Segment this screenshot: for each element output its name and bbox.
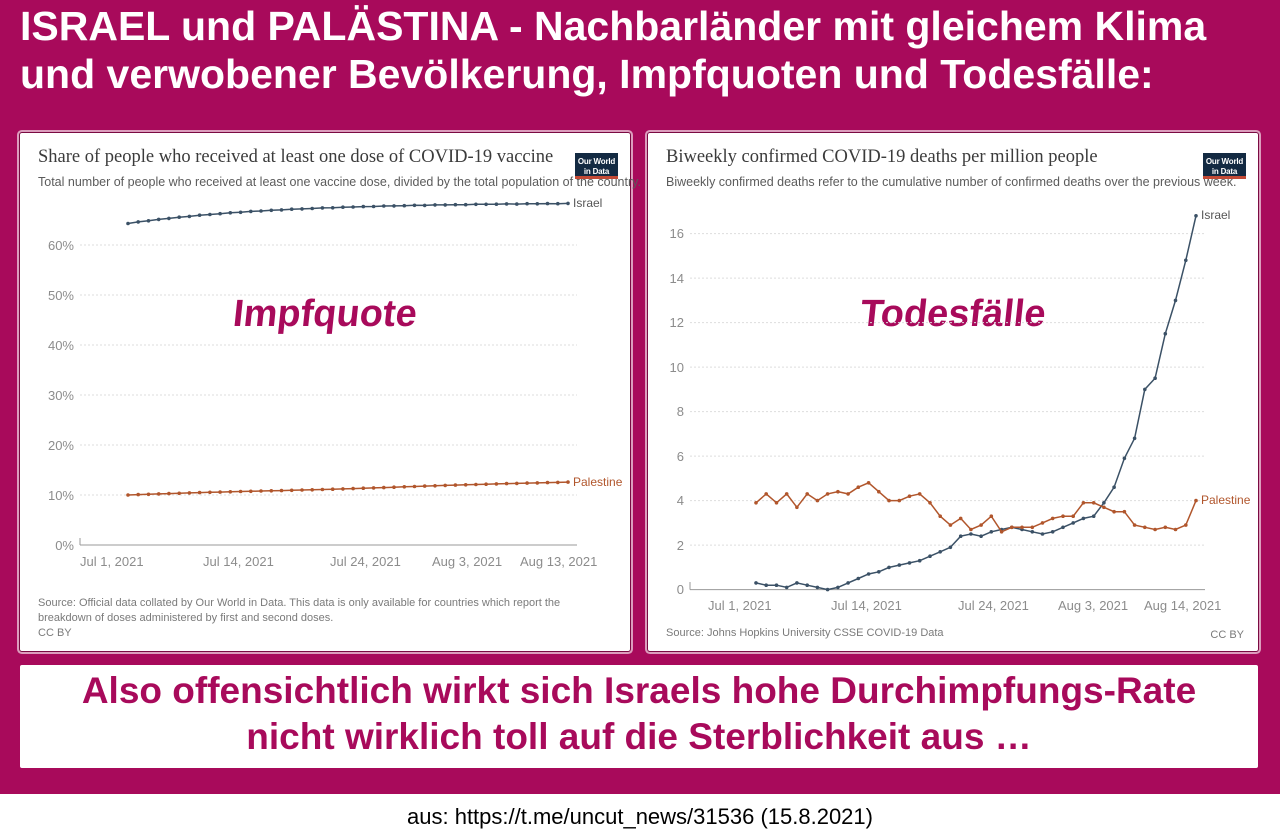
svg-text:Israel: Israel xyxy=(573,196,602,210)
svg-text:0%: 0% xyxy=(55,538,74,553)
svg-text:14: 14 xyxy=(670,271,684,286)
svg-text:Jul 24, 2021: Jul 24, 2021 xyxy=(330,554,401,569)
svg-text:40%: 40% xyxy=(48,338,74,353)
svg-text:Palestine: Palestine xyxy=(573,475,623,489)
svg-text:12: 12 xyxy=(670,315,684,330)
svg-text:Aug 3, 2021: Aug 3, 2021 xyxy=(1058,598,1128,613)
svg-text:Aug 13, 2021: Aug 13, 2021 xyxy=(520,554,597,569)
svg-text:10: 10 xyxy=(670,360,684,375)
svg-text:Jul 1, 2021: Jul 1, 2021 xyxy=(80,554,144,569)
svg-text:2: 2 xyxy=(677,538,684,553)
svg-text:4: 4 xyxy=(677,493,684,508)
svg-text:Jul 24, 2021: Jul 24, 2021 xyxy=(958,598,1029,613)
svg-text:Aug 3, 2021: Aug 3, 2021 xyxy=(432,554,502,569)
svg-text:20%: 20% xyxy=(48,438,74,453)
svg-text:16: 16 xyxy=(670,226,684,241)
svg-text:8: 8 xyxy=(677,404,684,419)
svg-text:Palestine: Palestine xyxy=(1201,493,1251,507)
svg-text:Aug 14, 2021: Aug 14, 2021 xyxy=(1144,598,1221,613)
svg-text:Jul 14, 2021: Jul 14, 2021 xyxy=(831,598,902,613)
svg-text:10%: 10% xyxy=(48,488,74,503)
svg-text:0: 0 xyxy=(677,582,684,597)
svg-text:6: 6 xyxy=(677,449,684,464)
svg-text:Jul 1, 2021: Jul 1, 2021 xyxy=(708,598,772,613)
svg-text:30%: 30% xyxy=(48,388,74,403)
svg-text:50%: 50% xyxy=(48,288,74,303)
svg-text:Israel: Israel xyxy=(1201,208,1230,222)
svg-text:60%: 60% xyxy=(48,238,74,253)
svg-text:Jul 14, 2021: Jul 14, 2021 xyxy=(203,554,274,569)
